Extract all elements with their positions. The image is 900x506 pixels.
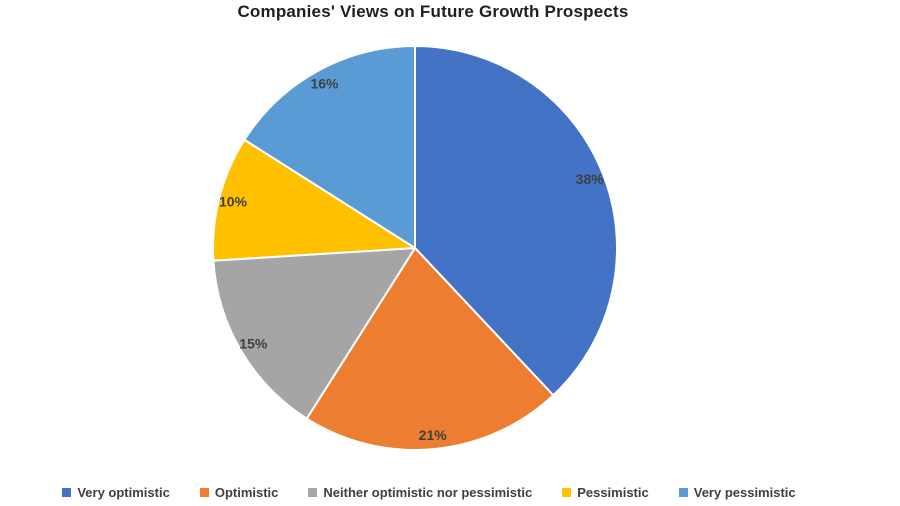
legend-item-optimistic: Optimistic <box>199 485 279 500</box>
legend-label: Pessimistic <box>577 485 649 500</box>
pie-slice-very-pessimistic <box>243 45 416 249</box>
data-label-very-pessimistic: 16% <box>310 75 339 91</box>
pie-slice-optimistic <box>305 247 555 451</box>
legend-marker-very-optimistic <box>62 488 72 497</box>
legend-item-very-optimistic: Very optimistic <box>62 485 170 500</box>
pie-slice-very-optimistic <box>414 45 618 397</box>
data-label-neither-optimistic-nor-pessimistic: 15% <box>239 336 268 352</box>
legend-item-neither-optimistic-nor-pessimistic: Neither optimistic nor pessimistic <box>308 485 532 500</box>
legend-marker-neither-optimistic-nor-pessimistic <box>308 488 318 497</box>
data-label-optimistic: 21% <box>419 427 448 443</box>
legend-marker-pessimistic <box>562 488 572 497</box>
pie-slice-pessimistic <box>212 138 416 262</box>
data-label-pessimistic: 10% <box>219 193 248 209</box>
legend-item-pessimistic: Pessimistic <box>562 485 649 500</box>
legend-label: Optimistic <box>214 485 279 500</box>
pie-slice-neither-optimistic-nor-pessimistic <box>212 247 416 420</box>
legend-marker-optimistic <box>199 488 209 497</box>
legend-item-very-pessimistic: Very pessimistic <box>678 485 796 500</box>
chart-legend: Very optimistic Optimistic Neither optimis… <box>0 485 858 500</box>
legend-label: Neither optimistic nor pessimistic <box>323 485 533 500</box>
legend-marker-very-pessimistic <box>678 488 688 497</box>
data-label-very-optimistic: 38% <box>576 171 605 187</box>
legend-label: Very pessimistic <box>693 485 796 500</box>
legend-label: Very optimistic <box>77 485 170 500</box>
chart-title: Companies' Views on Future Growth Prospe… <box>237 2 629 21</box>
